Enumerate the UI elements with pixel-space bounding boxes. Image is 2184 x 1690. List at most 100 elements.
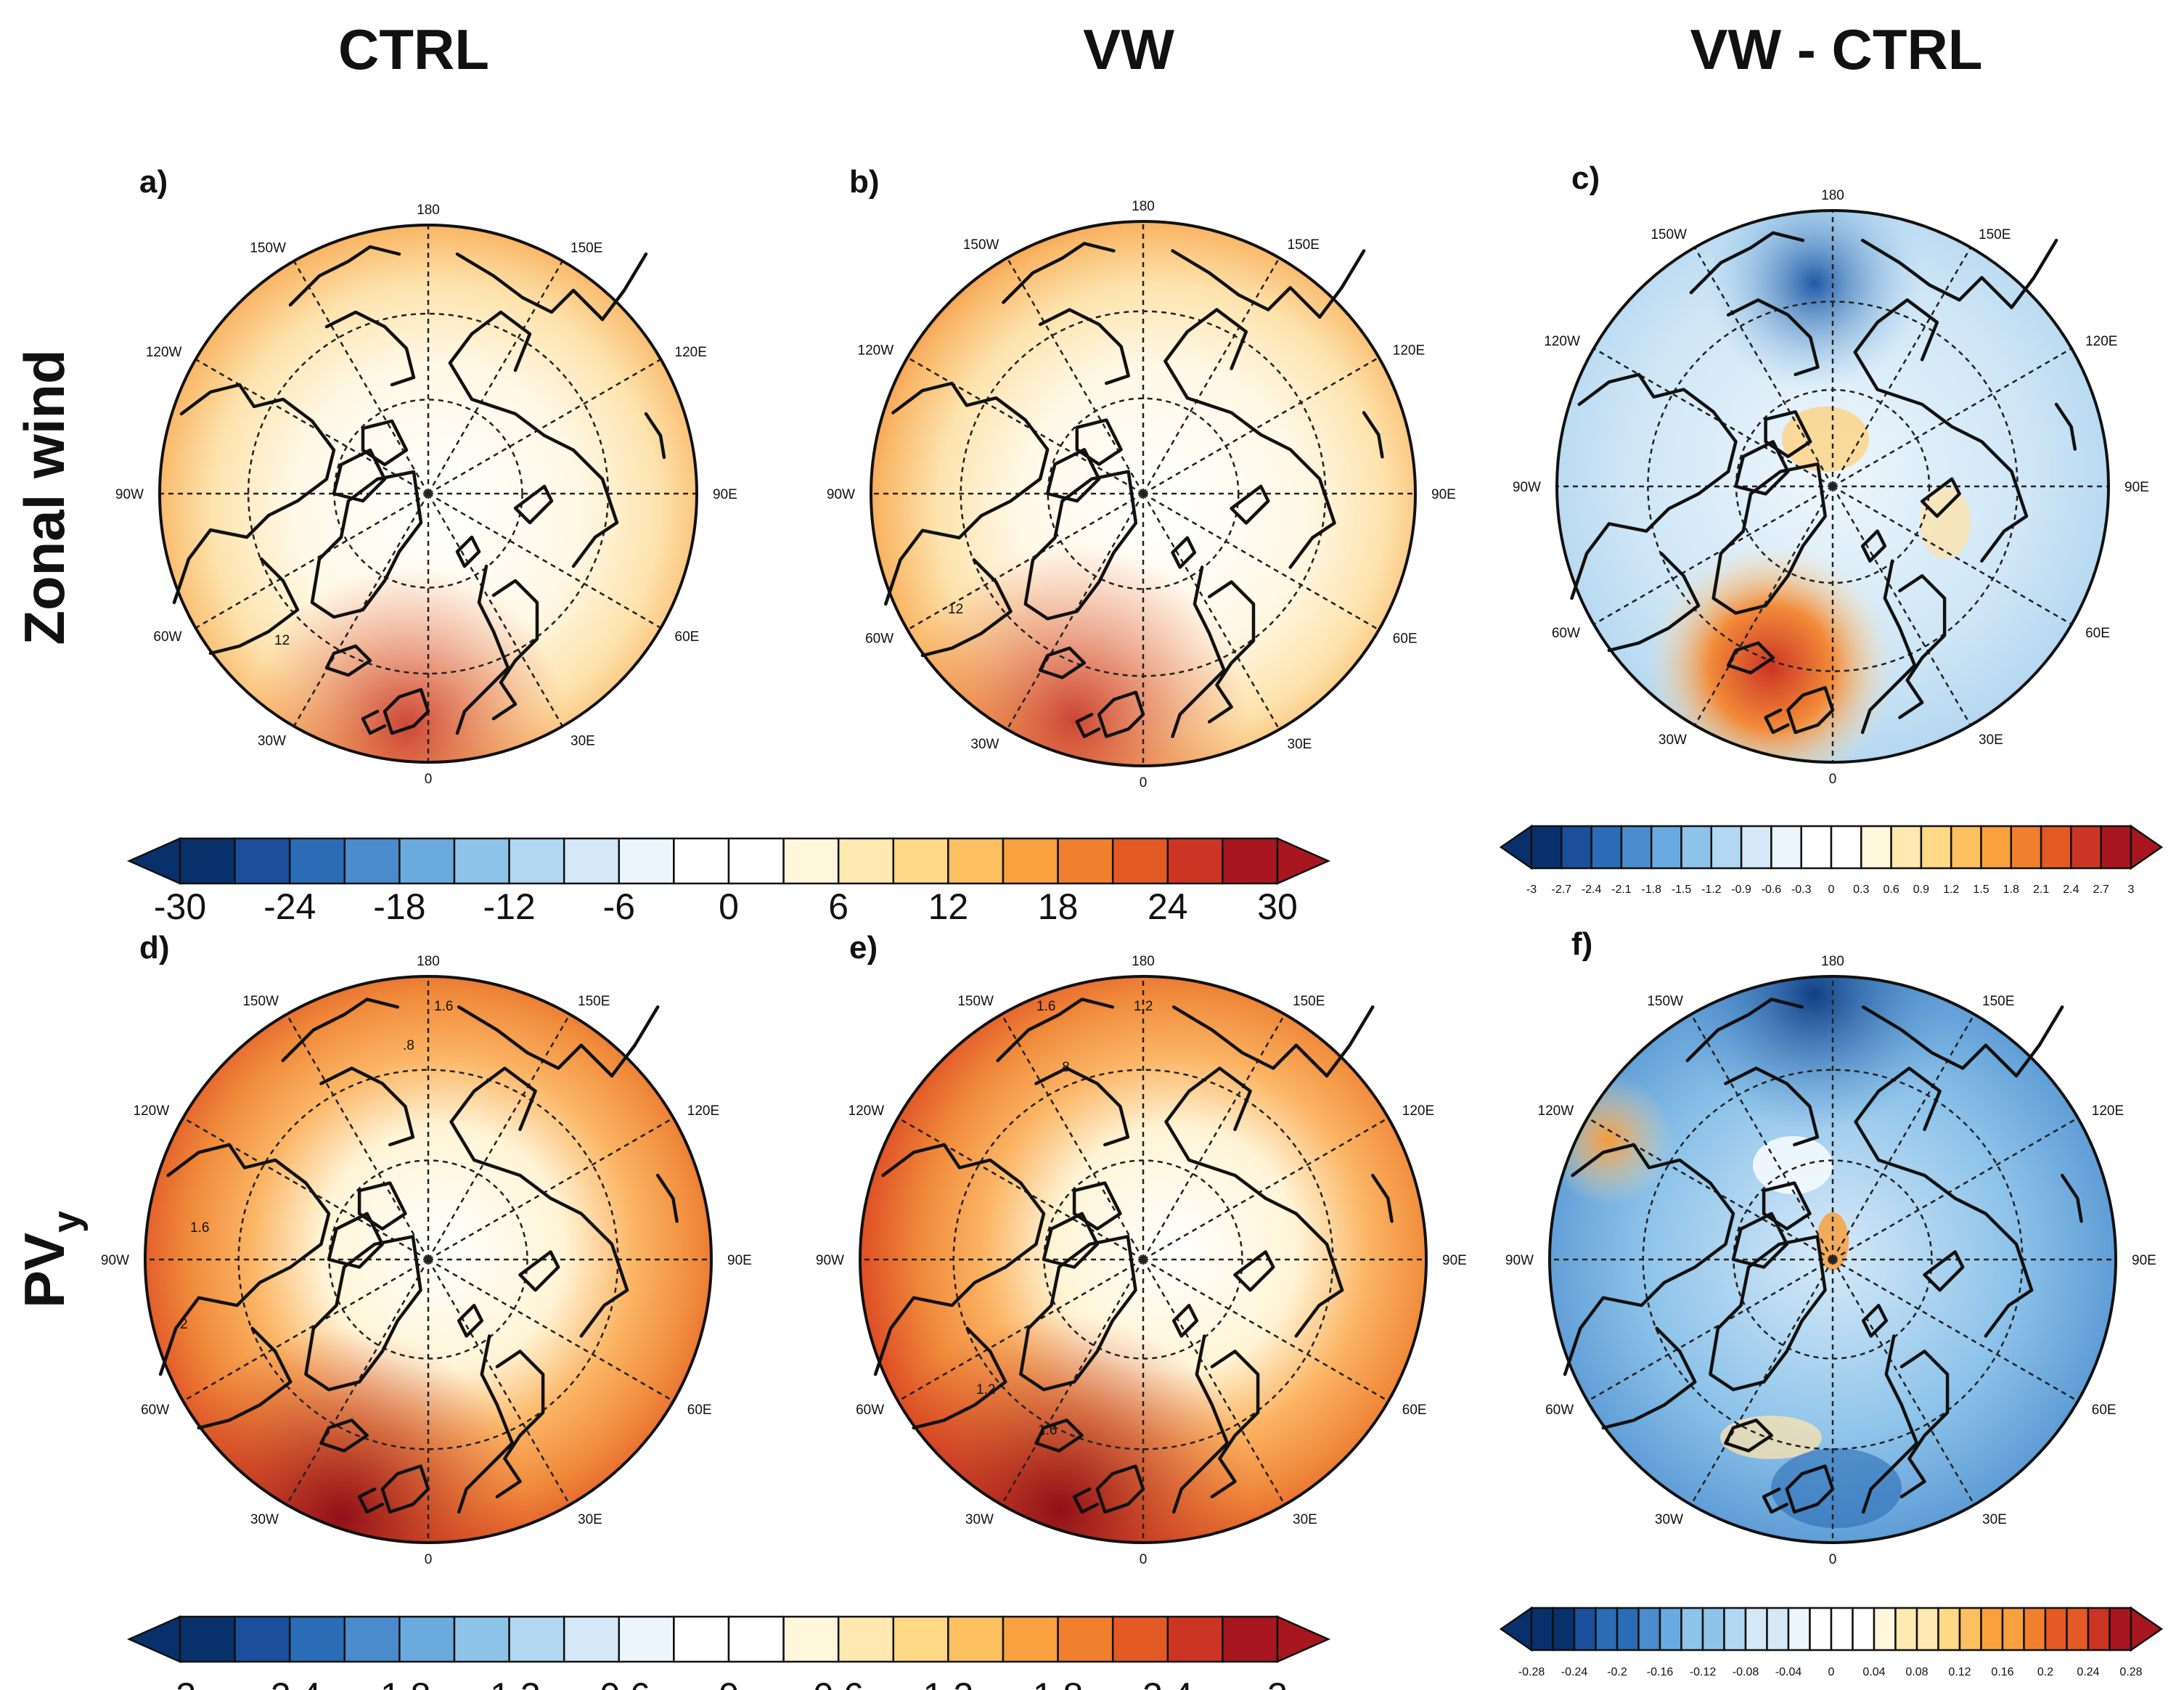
cb-zonal-wind-diff-tick-label: -0.9 — [1731, 883, 1751, 896]
coastline-a-14 — [361, 709, 387, 735]
colorbar-pvy-full: -3 -2.4 -1.8 -1.2 -0.6 0 0.6 1.2 1.8 2.4 3 — [126, 1615, 1331, 1690]
cb-zonal-wind-diff-swatch — [2070, 825, 2102, 870]
map-panel-b: 180 150E 120E 90E 60E 30E 0 30W 60W 90W 120W 150W 1… — [827, 199, 1456, 791]
cb-zonal-wind-full-swatch — [892, 837, 949, 885]
cb-pvy-diff-tick-label: 0.28 — [2119, 1666, 2142, 1678]
cb-pvy-diff-swatch — [1766, 1607, 1790, 1652]
longitude-label-b-180: 180 — [1132, 199, 1155, 214]
cb-pvy-diff-tick-label: 0.04 — [1862, 1666, 1885, 1678]
coastline-e-11 — [1171, 1334, 1230, 1514]
cb-zonal-wind-diff-tick-label: -1.8 — [1641, 883, 1661, 896]
panel-label-f: f) — [1571, 926, 1592, 962]
cb-pvy-diff-swatch — [1680, 1607, 1704, 1652]
cb-pvy-full-tick-label: 3 — [1267, 1675, 1288, 1690]
coastline-b-13 — [1097, 690, 1145, 738]
coastline-f-14 — [1762, 1487, 1789, 1514]
cb-zonal-wind-diff-swatch — [1530, 825, 1563, 870]
column-header-vw: VW — [1083, 17, 1174, 81]
contour-label-d-4: 2 — [180, 1317, 188, 1332]
longitude-label-f-90e: 90E — [2132, 1253, 2156, 1268]
map-graticule-e: 180 150E 120E 90E 60E 30E 0 30W 60W 90W 120W 150W — [816, 954, 1467, 1567]
coastline-f-4 — [1762, 1181, 1812, 1231]
coastline-c-16 — [1860, 529, 1887, 563]
coastline-e-16 — [1171, 1303, 1199, 1338]
meridian-f-4 — [1832, 1258, 2079, 1403]
coastline-b-8 — [1163, 359, 1336, 569]
cb-pvy-diff-swatch — [1915, 1607, 1939, 1652]
cb-pvy-diff-swatch — [2066, 1607, 2090, 1652]
map-panel-d: 180 150E 120E 90E 60E 30E 0 30W 60W 90W 120W 150W 1… — [101, 954, 752, 1567]
cb-zonal-wind-full-swatch — [618, 837, 675, 885]
cb-pvy-diff-tick-label: -0.04 — [1775, 1666, 1802, 1678]
longitude-label-c-150e: 150E — [1979, 227, 2011, 242]
cb-pvy-diff-swatch — [1659, 1607, 1682, 1652]
longitude-label-b-90e: 90E — [1431, 487, 1456, 502]
coastline-d-4 — [357, 1181, 407, 1231]
cb-pvy-full-swatch — [453, 1615, 510, 1663]
cb-pvy-diff-swatch — [2109, 1607, 2132, 1652]
coastline-c-10 — [2010, 238, 2058, 309]
longitude-label-c-30w: 30W — [1659, 732, 1687, 748]
cb-zonal-wind-full-arrow-high — [1276, 837, 1331, 885]
coastline-b-5 — [1002, 242, 1116, 304]
longitude-label-c-120e: 120E — [2085, 334, 2117, 349]
longitude-label-f-60e: 60E — [2092, 1403, 2116, 1418]
longitude-label-d-60e: 60E — [687, 1403, 712, 1418]
longitude-label-f-90w: 90W — [1505, 1253, 1534, 1268]
map-graticule-f: 180 150E 120E 90E 60E 30E 0 30W 60W 90W 120W 150W — [1505, 954, 2156, 1567]
coastline-c-13 — [1786, 686, 1835, 735]
coastline-b-4 — [1075, 418, 1123, 466]
coastline-c-14 — [1764, 708, 1790, 735]
cb-pvy-full-arrow-high — [1276, 1615, 1331, 1663]
contour-label-e-2: 1.2 — [1134, 999, 1153, 1014]
cb-pvy-full-swatch — [618, 1615, 675, 1663]
meridian-e-11 — [1000, 1013, 1145, 1260]
coastline-b-16 — [1171, 536, 1197, 569]
panel-label-e: e) — [849, 930, 878, 966]
longitude-label-c-180: 180 — [1821, 188, 1844, 203]
coastline-e-15 — [1034, 1418, 1084, 1453]
longitude-label-a-150w: 150W — [250, 241, 286, 256]
coastline-f-5 — [1685, 997, 1804, 1063]
meridian-f-8 — [1587, 1258, 1833, 1403]
coastline-d-13 — [380, 1464, 430, 1514]
cb-zonal-wind-diff-swatch — [1650, 825, 1682, 870]
coastline-c-18 — [2054, 402, 2077, 451]
meridian-f-1 — [1831, 1013, 1976, 1260]
longitude-label-d-30w: 30W — [250, 1512, 279, 1527]
cb-zonal-wind-diff-swatch — [1980, 825, 2013, 870]
longitude-label-f-120e: 120E — [2092, 1103, 2124, 1119]
longitude-label-e-120w: 120W — [848, 1103, 885, 1119]
cb-pvy-diff-swatch — [1787, 1607, 1811, 1652]
coastline-f-6 — [1724, 1066, 1820, 1147]
coastline-e-6 — [1034, 1066, 1130, 1147]
cb-zonal-wind-full-tick-label: 30 — [1257, 886, 1298, 927]
meridian-b-2 — [1142, 356, 1380, 495]
coastline-e-12 — [1210, 1350, 1260, 1499]
colorbar-zonal-wind-full: -30 -24 -18 -12 -6 0 6 12 18 24 30 — [126, 837, 1331, 927]
map-border-e — [859, 975, 1428, 1544]
cb-zonal-wind-diff-swatch — [1770, 825, 1802, 870]
coastline-c-11 — [1860, 559, 1917, 735]
cb-pvy-full-swatch — [234, 1615, 291, 1663]
longitude-label-c-90e: 90E — [2124, 480, 2149, 495]
cb-zonal-wind-diff-swatch — [1561, 825, 1592, 870]
coastline-d-7 — [457, 1005, 614, 1078]
meridian-c-5 — [1831, 486, 1972, 726]
cb-pvy-full-tick-label: -0.6 — [588, 1675, 650, 1690]
row-header-pvy: PVy — [12, 1211, 89, 1308]
cb-pvy-diff-swatch — [1744, 1607, 1768, 1652]
row-header-zonal-wind: Zonal wind — [12, 349, 76, 645]
colorbar-pvy-diff: -0.28 -0.24 -0.2 -0.16 -0.12 -0.08 -0.04 0 0.04 0… — [1499, 1606, 2164, 1678]
cb-zonal-wind-diff-tick-label: 2.4 — [2063, 883, 2079, 896]
cb-pvy-full-swatch — [727, 1615, 785, 1663]
meridian-d-2 — [428, 1117, 674, 1261]
meridian-a-11 — [293, 260, 430, 494]
cb-zonal-wind-diff-swatch — [1710, 825, 1743, 870]
coastline-e-17 — [1233, 1250, 1275, 1292]
longitude-label-e-0: 0 — [1140, 1552, 1148, 1567]
longitude-label-b-90w: 90W — [827, 487, 855, 502]
coastline-e-9 — [1164, 1066, 1252, 1132]
coastline-c-2 — [1607, 552, 1701, 653]
cb-zonal-wind-diff-swatch — [1890, 825, 1923, 870]
